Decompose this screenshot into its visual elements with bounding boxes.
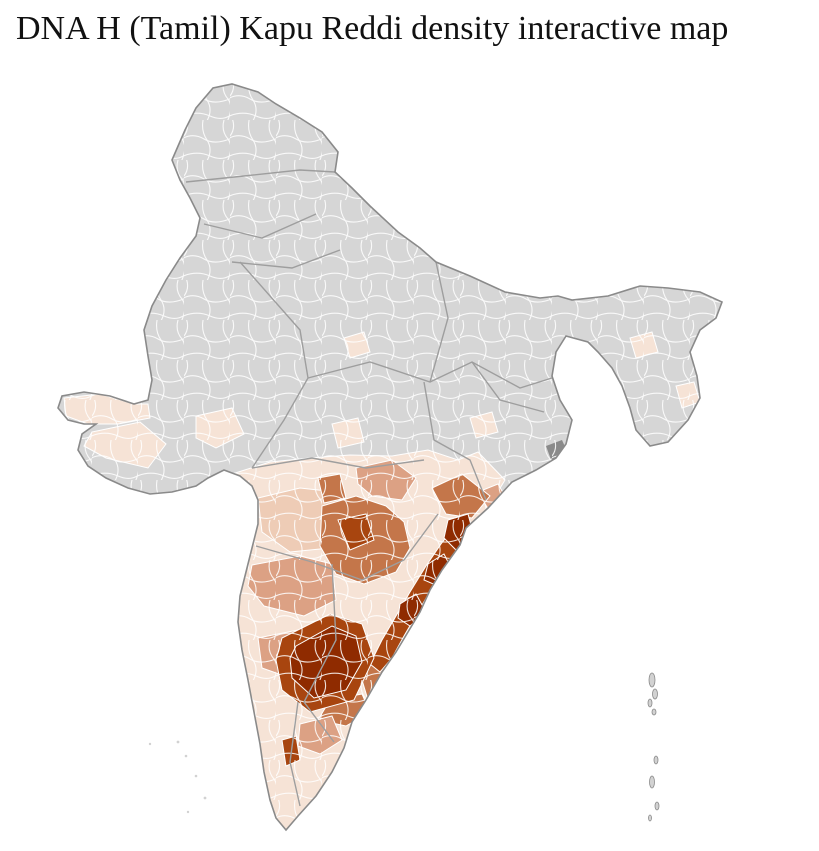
district-borders-texture (58, 84, 722, 830)
andaman-nicobar-islands[interactable] (647, 672, 660, 822)
lakshadweep-islands[interactable] (148, 740, 207, 814)
state-boundaries (185, 169, 631, 807)
choropleth-layer (58, 84, 722, 830)
page-title: DNA H (Tamil) Kapu Reddi density interac… (16, 10, 729, 47)
